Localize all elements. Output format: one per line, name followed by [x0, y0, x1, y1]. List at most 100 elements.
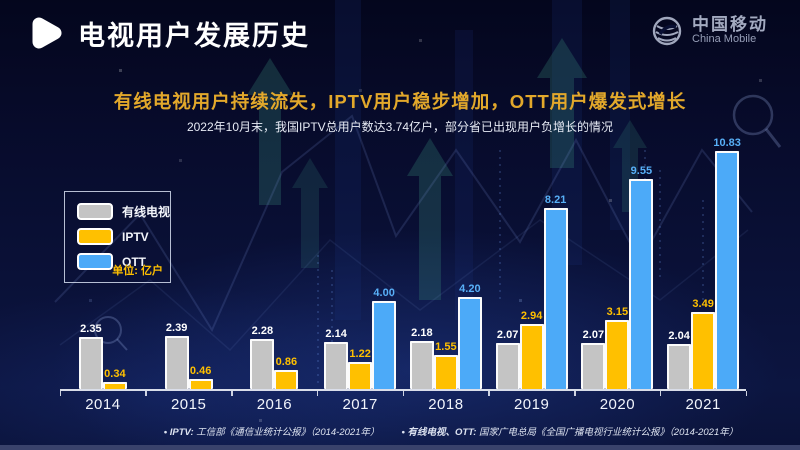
- bar-col-有线电视-2016: 2.28: [250, 136, 275, 389]
- bar-有线电视-2016: [250, 338, 275, 389]
- chart-group-2020: 2.07 3.15 9.55: [575, 136, 661, 389]
- bar-IPTV-2016: [274, 370, 299, 389]
- x-axis-label-2020: 2020: [599, 396, 636, 413]
- bar-value-label: 9.55: [630, 164, 653, 177]
- bar-col-IPTV-2015: 0.46: [188, 136, 213, 389]
- bar-value-label: 3.15: [606, 305, 629, 318]
- bar-有线电视-2020: [581, 343, 606, 389]
- chart-group-2014: 2.35 0.34: [60, 136, 146, 389]
- bar-有线电视-2014: [78, 337, 103, 389]
- x-axis-tick: [659, 391, 662, 396]
- chart-group-2017: 2.14 1.22 4.00: [317, 136, 403, 389]
- bar-value-label: 0.46: [189, 364, 212, 377]
- x-axis-label-2017: 2017: [342, 396, 378, 413]
- logo-text-cn: 中国移动: [692, 15, 768, 35]
- legend-item-有线电视: 有线电视: [77, 199, 170, 224]
- bar-col-OTT-2021: 10.83: [713, 136, 741, 389]
- bar-value-label: 4.00: [373, 287, 395, 299]
- bar-value-label: 4.20: [459, 282, 481, 295]
- bar-col-IPTV-2016: 0.86: [274, 136, 299, 389]
- chart-group-2019: 2.07 2.94 8.21: [489, 136, 575, 389]
- chart-group-2021: 2.04 3.49 10.83: [660, 136, 746, 389]
- bar-col-有线电视-2019: 2.07: [495, 136, 520, 389]
- bar-value-label: 2.28: [251, 324, 274, 337]
- x-axis-label-2015: 2015: [170, 396, 207, 413]
- bar-OTT-2020: [629, 178, 654, 389]
- unit-label: 单位: 亿户: [112, 265, 163, 277]
- x-axis: [59, 389, 747, 396]
- bar-col-有线电视-2018: 2.18: [409, 136, 434, 389]
- x-axis-tick: [316, 391, 319, 396]
- china-mobile-logo: 中国移动 China Mobile: [650, 14, 768, 48]
- x-axis-tick: [745, 391, 747, 396]
- bar-有线电视-2019: [495, 343, 520, 389]
- bar-col-IPTV-2019: 2.94: [519, 136, 544, 389]
- bar-value-label: 2.94: [520, 310, 543, 323]
- source-note: • 有线电视、OTT: 国家广电总局《全国广播电视行业统计公报》（2014-20…: [401, 427, 739, 438]
- bar-col-有线电视-2020: 2.07: [581, 136, 606, 389]
- bar-value-label: 2.04: [668, 330, 690, 343]
- star-dots: [0, 0, 1, 1]
- bar-有线电视-2021: [667, 344, 692, 389]
- footer-sources: • IPTV: 工信部《通信业统计公报》（2014-2021年） • 有线电视、O…: [110, 424, 792, 438]
- x-axis-label-2019: 2019: [513, 396, 550, 413]
- bar-value-label: 1.22: [349, 348, 371, 361]
- x-axis-tick: [145, 391, 147, 396]
- bar-IPTV-2018: [433, 354, 458, 389]
- bar-value-label: 0.86: [275, 356, 298, 369]
- x-axis-label-2014: 2014: [85, 396, 121, 413]
- bar-col-OTT-2018: 4.20: [457, 136, 482, 389]
- bar-col-有线电视-2017: 2.14: [324, 136, 349, 389]
- bar-chart: 2.35 0.34 2.39 0.46 2.28 0.86 2.14 1.22 4.00 2.18…: [60, 136, 746, 389]
- bar-value-label: 0.34: [104, 367, 126, 380]
- bar-value-label: 2.07: [582, 329, 605, 342]
- bar-value-label: 2.18: [411, 327, 433, 340]
- page-title: 电视用户发展历史: [78, 20, 310, 51]
- bar-col-有线电视-2015: 2.39: [164, 136, 189, 389]
- x-axis-label-2016: 2016: [256, 396, 293, 413]
- x-axis-label-2018: 2018: [428, 396, 464, 413]
- bar-value-label: 2.07: [496, 329, 519, 342]
- legend-label: IPTV: [122, 229, 149, 244]
- bar-col-IPTV-2020: 3.15: [605, 136, 630, 389]
- bar-value-label: 2.35: [80, 323, 102, 336]
- bar-value-label: 2.39: [165, 322, 188, 335]
- x-axis-tick: [59, 391, 61, 396]
- bar-IPTV-2014: [102, 381, 127, 389]
- legend-swatch: [77, 228, 113, 245]
- bar-value-label: 10.83: [713, 136, 741, 149]
- legend-item-OTT: OTT: [77, 249, 170, 274]
- x-axis-label-2021: 2021: [685, 396, 721, 413]
- legend-box: 有线电视 IPTV OTT 单位: 亿户: [64, 191, 171, 283]
- title-bar: 电视用户发展历史: [28, 12, 310, 54]
- chart-group-2018: 2.18 1.55 4.20: [403, 136, 489, 389]
- bar-col-IPTV-2021: 3.49: [691, 136, 716, 389]
- bar-col-IPTV-2017: 1.22: [348, 136, 373, 389]
- x-axis-labels: 2014 2015 2016 2017 2018 2019 2020 2021: [60, 396, 746, 413]
- logo-text-en: China Mobile: [692, 33, 757, 46]
- bar-col-OTT-2020: 9.55: [629, 136, 654, 389]
- x-axis-tick: [231, 391, 233, 396]
- bar-OTT-2021: [715, 150, 740, 389]
- legend-label: OTT: [122, 254, 146, 269]
- bar-OTT-2017: [372, 301, 397, 389]
- bar-value-label: 3.49: [692, 298, 714, 311]
- bar-col-IPTV-2018: 1.55: [433, 136, 458, 389]
- bottom-strip: [0, 445, 800, 450]
- legend-swatch: [77, 253, 113, 270]
- bar-value-label: 2.14: [325, 327, 347, 340]
- bar-IPTV-2021: [691, 312, 716, 389]
- bar-col-OTT-2017: 4.00: [372, 136, 397, 389]
- logo-globe-icon: [652, 16, 682, 46]
- legend-item-IPTV: IPTV: [77, 224, 170, 249]
- bar-OTT-2019: [543, 208, 568, 389]
- chart-group-2015: 2.39 0.46: [146, 136, 232, 389]
- x-axis-tick: [574, 391, 576, 396]
- bar-col-有线电视-2014: 2.35: [78, 136, 103, 389]
- logo-text: 中国移动 China Mobile: [692, 16, 768, 45]
- bar-IPTV-2015: [188, 378, 213, 389]
- bar-IPTV-2017: [348, 362, 373, 389]
- headline: 有线电视用户持续流失，IPTV用户稳步增加，OTT用户爆发式增长: [113, 91, 687, 112]
- x-axis-tick: [402, 391, 404, 396]
- bar-value-label: 8.21: [544, 194, 567, 207]
